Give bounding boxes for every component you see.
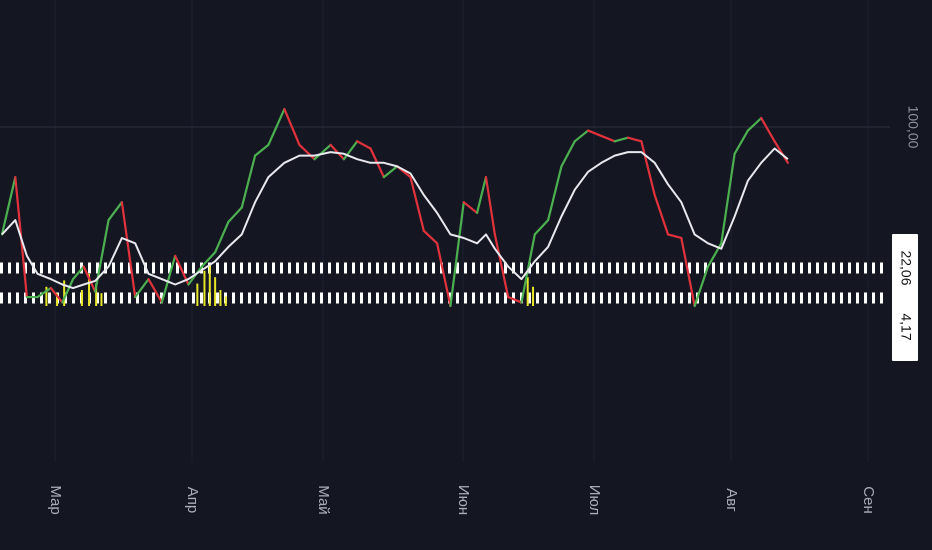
month-label-0: Мар: [47, 485, 64, 514]
fast-segment-29: [382, 165, 399, 179]
fast-segment-3: [36, 287, 52, 299]
price-tag-box-1: [892, 234, 918, 302]
fast-segment-35: [462, 201, 479, 215]
fast-segment-56: [733, 129, 750, 155]
fast-segment-37: [484, 176, 496, 236]
slow-line-path: [1, 147, 789, 290]
price-tag-box-2: [892, 293, 918, 361]
fast-segment-26: [342, 140, 359, 161]
reference-lines: [0, 126, 890, 304]
fast-segment-50: [653, 193, 670, 236]
fast-segment-11: [134, 278, 150, 299]
month-label-3: Июн: [455, 485, 472, 515]
month-label-4: Июл: [586, 485, 603, 515]
fast-segment-36: [475, 176, 488, 215]
month-label-5: Авг: [723, 488, 740, 512]
fast-segment-5: [61, 278, 75, 304]
fast-segment-6: [71, 265, 85, 281]
time-axis: Мар Апр Май Июн Июл Авг Сен: [47, 485, 877, 515]
fast-segment-47: [613, 136, 630, 143]
fast-segment-31: [409, 176, 425, 232]
fast-segment-0: [0, 176, 17, 236]
fast-segment-49: [640, 140, 656, 197]
price-tag-label-1: 22,06: [898, 250, 914, 285]
fast-segment-9: [107, 201, 123, 222]
grid-lines: [54, 0, 869, 462]
fast-segment-55: [720, 152, 736, 245]
month-label-2: Май: [315, 485, 332, 514]
fast-segment-16: [200, 251, 217, 268]
fast-segment-20: [253, 143, 270, 157]
fast-segment-32: [422, 229, 439, 245]
fast-segment-51: [666, 233, 683, 240]
fast-segment-42: [547, 165, 563, 222]
fast-segment-34: [449, 201, 465, 308]
fast-segment-39: [507, 295, 523, 304]
price-label-100: 100,00: [905, 106, 921, 149]
fast-segment-45: [586, 129, 603, 138]
fast-segment-58: [760, 116, 776, 143]
fast-segment-18: [227, 206, 243, 223]
fast-segment-53: [693, 265, 710, 308]
fast-segment-41: [533, 218, 550, 236]
fast-segment-17: [214, 220, 230, 254]
fast-segment-23: [298, 143, 316, 161]
month-label-1: Апр: [184, 487, 201, 513]
fast-segment-13: [160, 254, 177, 304]
fast-segment-33: [436, 242, 452, 308]
fast-segment-38: [493, 233, 510, 299]
price-tag-label-2: 4,17: [898, 313, 914, 340]
fast-segment-21: [267, 107, 286, 146]
fast-segment-7: [82, 265, 97, 293]
month-label-6: Сен: [860, 486, 877, 513]
fast-segment-24: [313, 143, 332, 161]
fast-segment-19: [240, 154, 257, 209]
price-scale: 100,00 22,06 4,17: [892, 106, 921, 361]
fast-segment-12: [147, 278, 163, 304]
fast-segment-59: [773, 140, 789, 164]
fast-segment-10: [120, 201, 137, 299]
fast-segment-22: [283, 107, 301, 146]
fast-segment-48: [626, 136, 643, 143]
fast-segment-4: [49, 287, 64, 304]
fast-segment-43: [560, 140, 576, 168]
fast-segment-52: [680, 236, 696, 308]
fast-segment-57: [746, 116, 763, 132]
fast-segment-27: [356, 140, 372, 150]
slow-line: [1, 147, 789, 290]
fast-segment-44: [573, 129, 590, 143]
fast-segment-40: [520, 233, 536, 304]
fast-segment-46: [600, 134, 616, 143]
